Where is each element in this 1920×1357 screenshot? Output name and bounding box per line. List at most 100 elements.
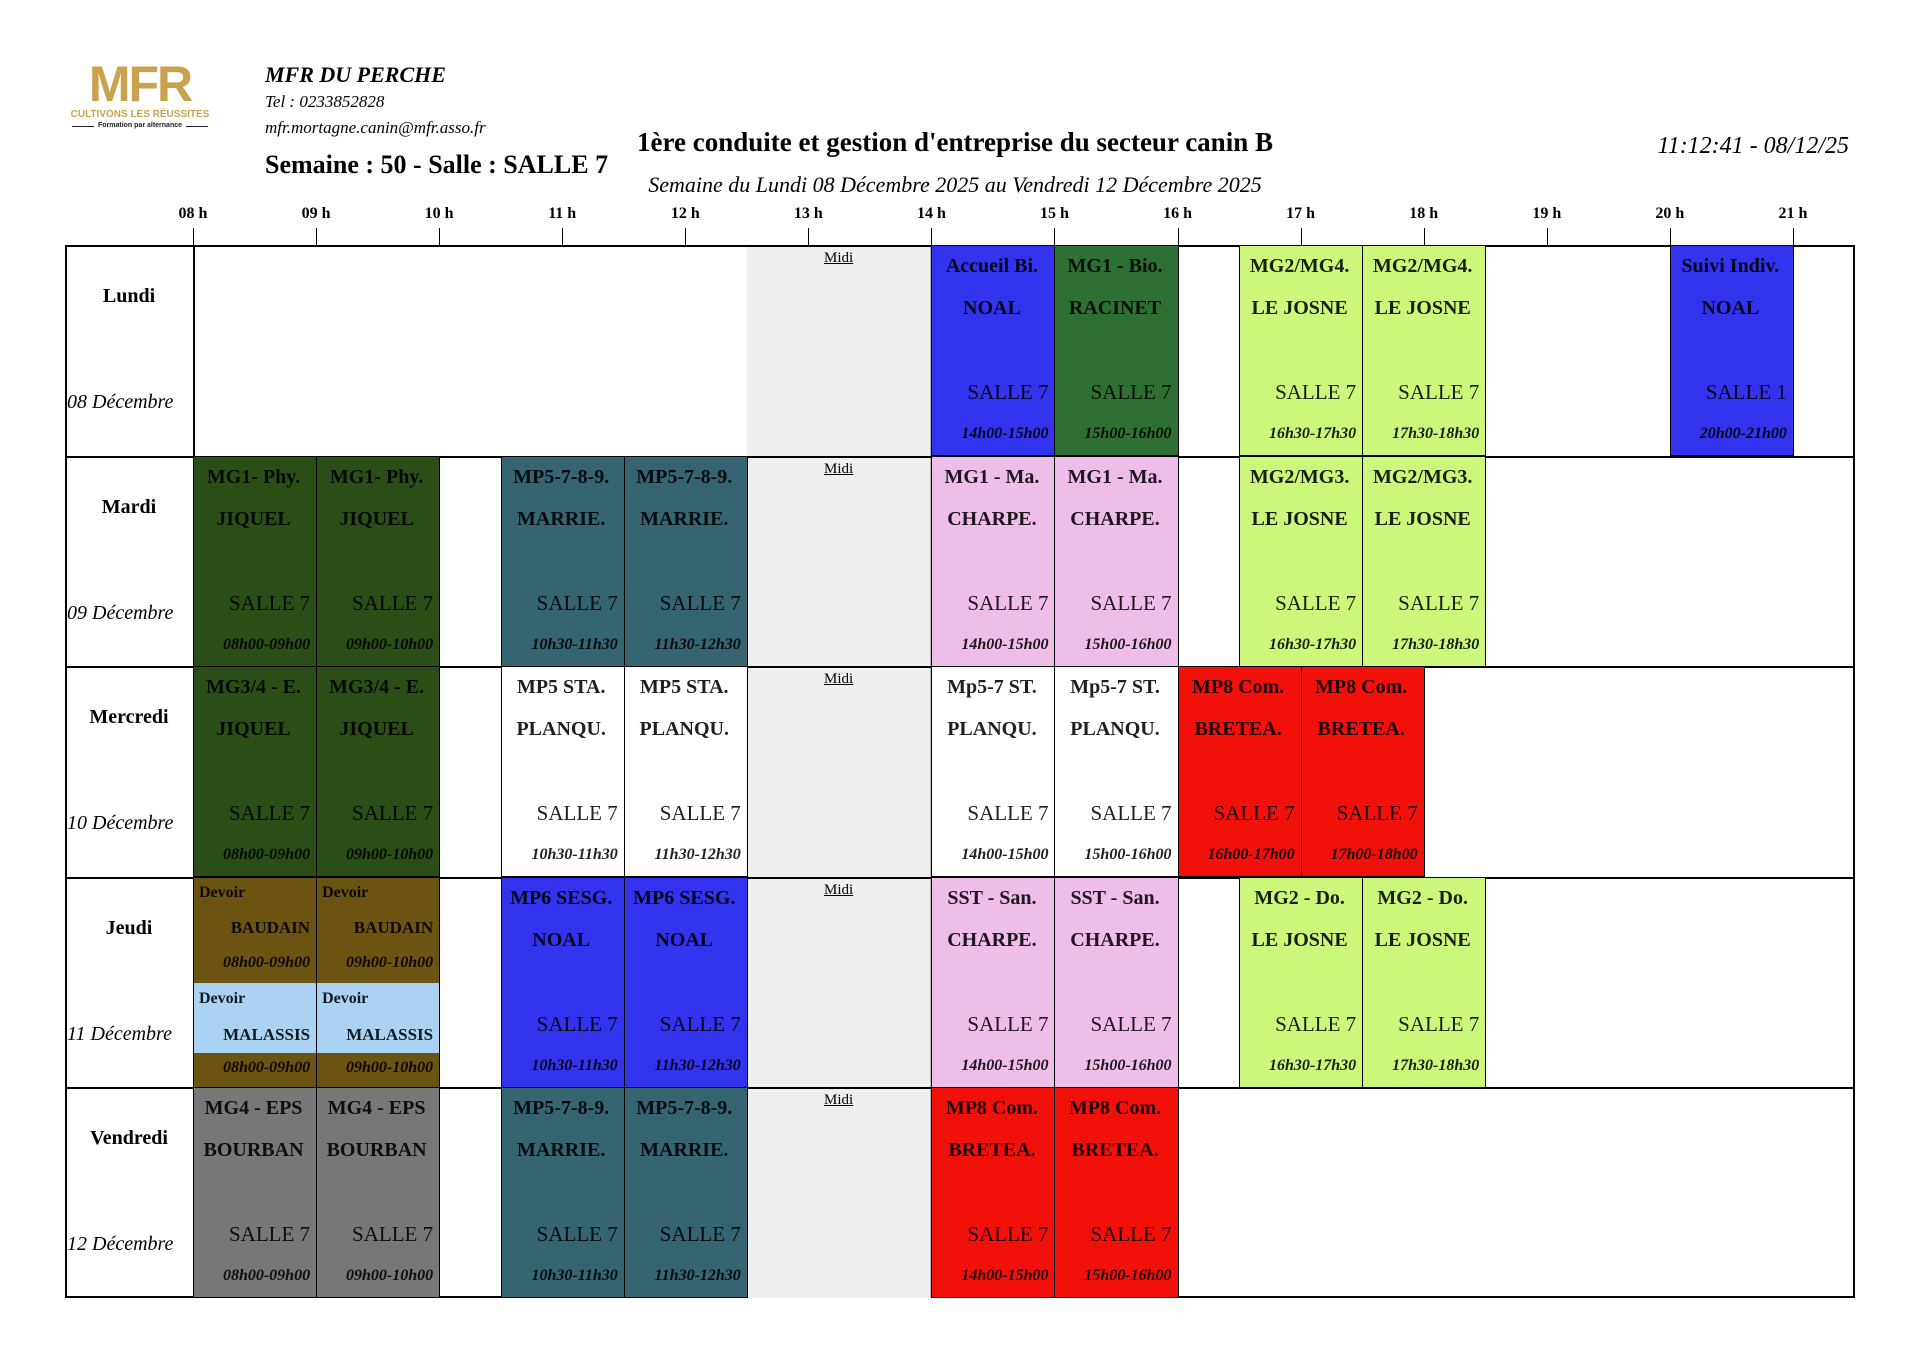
hour-tick [1054,228,1056,245]
course-room: SALLE 7 [1090,1222,1172,1247]
course-block[interactable]: MP8 Com. BRETEA. SALLE 7 14h00-15h00 [931,1088,1056,1299]
course-time: 14h00-15h00 [961,1056,1049,1074]
exam-block[interactable]: Devoir BAUDAIN 09h00-10h00 Devoir MALASSIS 09… [316,877,441,1088]
course-block[interactable]: MP5-7-8-9. MARRIE. SALLE 7 10h30-11h30 [500,456,625,667]
org-name: MFR DU PERCHE [265,62,446,87]
course-title: MP5-7-8-9. [636,465,733,488]
course-room: SALLE 7 [967,380,1049,404]
course-teacher: PLANQU. [516,718,606,741]
course-time: 14h00-15h00 [961,846,1049,864]
exam-teacher: MALASSIS [346,1024,434,1044]
course-teacher: CHARPE. [947,507,1037,530]
hour-tick [316,228,318,245]
course-teacher: NOAL [532,928,591,951]
course-teacher: LE JOSNE [1374,507,1471,530]
course-title: MP8 Com. [1191,676,1285,699]
course-title: MG1- Phy. [206,465,301,488]
course-block[interactable]: MG1 - Ma. CHARPE. SALLE 7 15h00-16h00 [1054,456,1179,667]
course-block[interactable]: MG1 - Ma. CHARPE. SALLE 7 14h00-15h00 [931,456,1056,667]
course-room: SALLE 7 [659,590,741,615]
lunch-break: Midi [746,668,932,877]
course-block[interactable]: MG3/4 - E. JIQUEL SALLE 7 08h00-09h00 [193,667,318,878]
course-block[interactable]: Suivi Indiv. NOAL SALLE 1 20h00-21h00 [1669,246,1794,457]
course-block[interactable]: MG2/MG4. LE JOSNE SALLE 7 17h30-18h30 [1362,246,1487,457]
course-teacher: LE JOSNE [1251,297,1348,319]
course-room: SALLE 7 [1275,590,1357,615]
course-block[interactable]: MP5-7-8-9. MARRIE. SALLE 7 11h30-12h30 [623,456,748,667]
hour-label: 10 h [424,205,454,222]
mfr-logo: MFR CULTIVONS LES RÉUSSITES Formation pa… [62,59,218,135]
course-block[interactable]: MG3/4 - E. JIQUEL SALLE 7 09h00-10h00 [316,667,441,878]
course-teacher: RACINET [1068,297,1162,319]
course-block[interactable]: MP5 STA. PLANQU. SALLE 7 11h30-12h30 [623,667,748,878]
course-title: MG2/MG3. [1372,465,1473,488]
course-time: 17h00-18h00 [1330,846,1418,864]
course-block[interactable]: MP5-7-8-9. MARRIE. SALLE 7 11h30-12h30 [623,1088,748,1299]
course-block[interactable]: MG4 - EPS BOURBAN SALLE 7 09h00-10h00 [316,1088,441,1299]
course-block[interactable]: SST - San. CHARPE. SALLE 7 15h00-16h00 [1054,877,1179,1088]
course-time: 10h30-11h30 [531,635,618,653]
course-block[interactable]: MP6 SESG. NOAL SALLE 7 11h30-12h30 [623,877,748,1088]
hour-tick [439,228,441,245]
course-title: MG2/MG3. [1249,465,1350,488]
exam-title: Devoir [322,883,369,901]
course-block[interactable]: SST - San. CHARPE. SALLE 7 14h00-15h00 [931,877,1056,1088]
course-time: 14h00-15h00 [961,1267,1049,1285]
exam-teacher: BAUDAIN [353,917,434,937]
exam-block[interactable]: Devoir BAUDAIN 08h00-09h00 Devoir MALASSIS 08… [193,877,318,1088]
course-block[interactable]: MP6 SESG. NOAL SALLE 7 10h30-11h30 [500,877,625,1088]
course-block[interactable]: MG2 - Do. LE JOSNE SALLE 7 17h30-18h30 [1362,877,1487,1088]
day-name: Mercredi [89,706,169,729]
course-block[interactable]: MP8 Com. BRETEA. SALLE 7 15h00-16h00 [1054,1088,1179,1299]
course-time: 16h00-17h00 [1207,846,1295,864]
course-room: SALLE 7 [1398,1011,1480,1036]
hour-tick [1546,228,1548,245]
day-name: Mardi [101,495,157,518]
hour-label: 17 h [1286,205,1316,222]
exam-time: 08h00-09h00 [222,953,311,971]
course-block[interactable]: MG2/MG3. LE JOSNE SALLE 7 16h30-17h30 [1239,456,1364,667]
course-block[interactable]: MP5 STA. PLANQU. SALLE 7 10h30-11h30 [500,667,625,878]
course-title: MG1 - Bio. [1067,255,1163,277]
course-time: 10h30-11h30 [531,1267,618,1285]
hour-tick [1300,228,1302,245]
hour-tick [685,228,687,245]
course-title: MG1 - Ma. [944,465,1040,488]
course-block[interactable]: Accueil Bi. NOAL SALLE 7 14h00-15h00 [931,246,1056,457]
course-block[interactable]: MP8 Com. BRETEA. SALLE 7 16h00-17h00 [1177,667,1302,878]
course-room: SALLE 7 [352,590,434,615]
exam-sub-block[interactable]: Devoir MALASSIS [317,982,440,1053]
lunch-label: Midi [824,881,854,898]
course-block[interactable]: Mp5-7 ST. PLANQU. SALLE 7 15h00-16h00 [1054,667,1179,878]
day-date: 10 Décembre [67,812,174,835]
course-time: 11h30-12h30 [654,1267,741,1285]
course-title: Mp5-7 ST. [947,676,1037,699]
course-block[interactable]: MG1- Phy. JIQUEL SALLE 7 09h00-10h00 [316,456,441,667]
course-block[interactable]: MG1 - Bio. RACINET SALLE 7 15h00-16h00 [1054,246,1179,457]
course-room: SALLE 7 [536,801,618,826]
course-room: SALLE 7 [659,801,741,826]
course-room: SALLE 7 [1090,380,1172,404]
course-teacher: MARRIE. [517,507,606,530]
course-block[interactable]: MP8 Com. BRETEA. SALLE 7 17h00-18h00 [1300,667,1425,878]
course-title: MP5-7-8-9. [513,465,610,488]
course-room: SALLE 1 [1705,380,1787,404]
course-block[interactable]: MG4 - EPS BOURBAN SALLE 7 08h00-09h00 [193,1088,318,1299]
course-block[interactable]: MG2 - Do. LE JOSNE SALLE 7 16h30-17h30 [1239,877,1364,1088]
hour-tick [562,228,564,245]
course-block[interactable]: MG2/MG4. LE JOSNE SALLE 7 16h30-17h30 [1239,246,1364,457]
course-block[interactable]: MG1- Phy. JIQUEL SALLE 7 08h00-09h00 [193,456,318,667]
course-room: SALLE 7 [536,1011,618,1036]
course-time: 11h30-12h30 [654,846,741,864]
course-title: MG1- Phy. [329,465,424,488]
course-block[interactable]: MG2/MG3. LE JOSNE SALLE 7 17h30-18h30 [1362,456,1487,667]
course-teacher: NOAL [963,297,1021,319]
course-room: SALLE 7 [659,1222,741,1247]
course-block[interactable]: MP5-7-8-9. MARRIE. SALLE 7 10h30-11h30 [500,1088,625,1299]
course-title: MP5-7-8-9. [636,1097,733,1120]
org-phone: Tel : 0233852828 [265,92,385,111]
hour-label: 11 h [548,205,577,222]
course-block[interactable]: Mp5-7 ST. PLANQU. SALLE 7 14h00-15h00 [931,667,1056,878]
course-time: 09h00-10h00 [346,846,434,864]
exam-sub-block[interactable]: Devoir MALASSIS [194,982,317,1053]
